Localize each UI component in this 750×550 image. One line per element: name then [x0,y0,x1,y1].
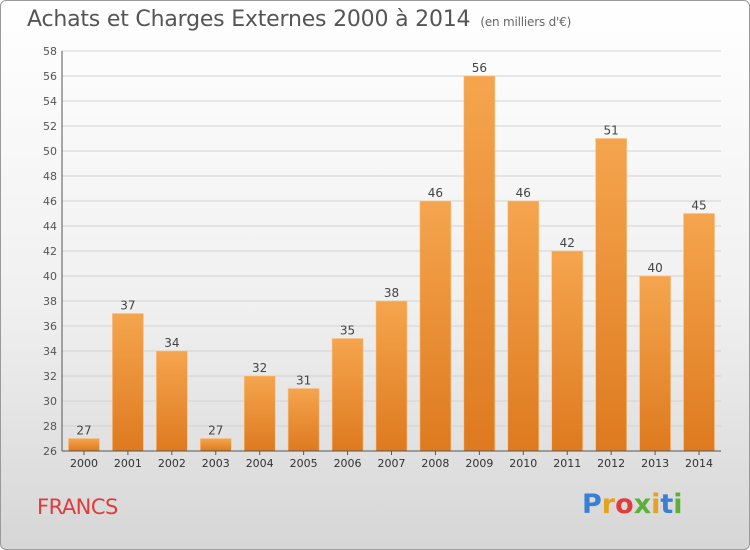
y-tick-label: 30 [43,395,57,408]
y-tick-label: 52 [43,120,57,133]
y-tick-label: 40 [43,270,57,283]
bar [199,438,232,452]
bar [683,213,715,452]
y-tick-label: 34 [43,345,57,358]
bar [639,275,671,452]
x-tick-label: 2001 [114,457,142,470]
bar [463,75,496,452]
x-tick-label: 2005 [290,457,318,470]
x-tick-label: 2010 [509,457,537,470]
y-tick-label: 42 [43,245,57,258]
x-tick-label: 2003 [202,457,230,470]
x-tick-label: 2002 [158,457,186,470]
title-unit: (en milliers d'€) [480,15,572,29]
data-label: 46 [428,186,443,200]
y-tick-label: 38 [43,295,57,308]
data-label: 31 [296,374,311,388]
y-tick-label: 26 [43,445,57,458]
logo-letter: P [582,489,602,520]
x-tick-label: 2000 [70,457,98,470]
y-tick-label: 58 [43,45,57,58]
bar [156,350,188,452]
y-tick-label: 46 [43,195,57,208]
logo-letter: i [673,489,683,520]
bar [287,388,320,452]
logo-letter: i [651,489,661,520]
axes: 26 28 30 32 34 36 38 40 42 44 46 48 50 52 54 56 58 2000 20… [43,45,721,470]
data-label: 38 [384,286,399,300]
bar [419,200,452,452]
x-tick-label: 2007 [378,457,406,470]
data-label: 27 [76,424,91,438]
data-label: 32 [252,361,267,375]
y-tick-label: 54 [43,95,57,108]
y-tick-label: 48 [43,170,57,183]
x-tick-label: 2006 [334,457,362,470]
bar [551,250,584,452]
data-label: 27 [208,424,223,438]
bar [112,313,144,452]
x-tick-label: 2004 [246,457,274,470]
data-label: 51 [604,124,619,138]
bar [507,200,540,452]
data-label: 45 [691,199,706,213]
x-tick-label: 2012 [597,457,625,470]
proxiti-logo: Proxiti [582,489,683,520]
logo-letter: o [615,489,634,520]
data-label: 37 [120,299,135,313]
chart-title: Achats et Charges Externes 2000 à 2014 (e… [27,7,571,32]
data-label: 56 [472,61,487,75]
data-label: 40 [647,261,662,275]
title-text: Achats et Charges Externes 2000 à 2014 [27,7,471,32]
y-tick-label: 56 [43,70,57,83]
logo-letter: x [633,489,652,520]
data-label: 42 [560,236,575,250]
bar [243,375,276,452]
bar [68,438,100,452]
y-tick-label: 36 [43,320,57,333]
bar [375,300,408,452]
bar [331,338,364,452]
x-tick-label: 2011 [553,457,581,470]
x-tick-label: 2008 [421,457,449,470]
y-tick-label: 44 [43,220,57,233]
data-label: 46 [516,186,531,200]
data-label: 34 [164,336,179,350]
y-tick-label: 32 [43,370,57,383]
logo-letter: t [660,489,674,520]
x-tick-label: 2014 [685,457,713,470]
logo-letter: r [601,489,616,520]
y-tick-label: 50 [43,145,57,158]
x-tick-label: 2009 [465,457,493,470]
y-tick-label: 28 [43,420,57,433]
x-tick-label: 2013 [641,457,669,470]
commune-name: FRANCS [37,495,118,519]
bar [595,138,627,452]
bars: 27 37 34 27 32 31 35 38 46 56 46 42 51 40 45 [68,61,715,452]
data-label: 35 [340,324,355,338]
